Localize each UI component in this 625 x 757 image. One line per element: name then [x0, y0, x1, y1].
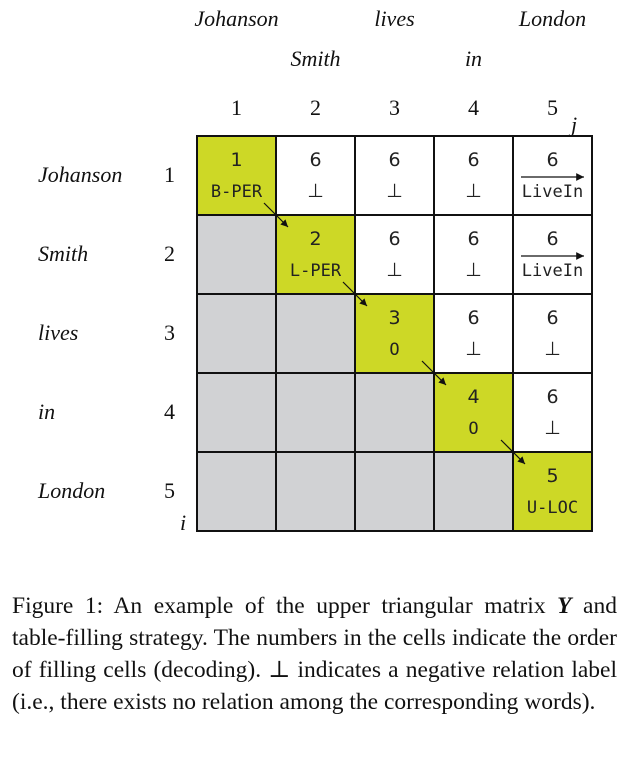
cell-label: ⊥ [544, 338, 561, 360]
column-index-3: 3 [389, 95, 400, 120]
row-index-3: 3 [164, 319, 175, 345]
cell-order: 6 [546, 386, 558, 408]
cell-4-4: 4O [433, 372, 514, 453]
column-index-2: 2 [310, 95, 321, 120]
cell-order: 4 [467, 386, 479, 408]
cell-label: ⊥ [386, 259, 403, 281]
cell-1-4: 6⊥ [433, 135, 514, 216]
figure-caption: Figure 1: An example of the upper triang… [12, 590, 617, 718]
cell-5-5: 5 U-LOC [512, 451, 593, 532]
cell-bg-2-5 [512, 214, 593, 295]
row-axis-label: i [180, 510, 187, 535]
column-word-5: London [518, 6, 587, 31]
column-index-4: 4 [468, 95, 479, 120]
row-word-3: lives [38, 319, 79, 345]
cell-label: B-PER [211, 182, 263, 202]
column-word-2: Smith [290, 46, 341, 71]
cell-order: 6 [388, 149, 400, 171]
column-word-3: lives [374, 6, 415, 31]
row-word-5: London [38, 477, 106, 503]
row-index-1: 1 [164, 161, 175, 187]
cell-order: 6 [546, 149, 558, 171]
cell-3-4: 6⊥ [433, 293, 514, 374]
cell-3-5: 6⊥ [512, 293, 593, 374]
cell-bg-1-2 [275, 135, 356, 216]
cell-bg-3-4 [433, 293, 514, 374]
cell-2-2: 2 L-PER [275, 214, 356, 295]
cell-label: ⊥ [544, 417, 561, 439]
row-word-4: in [38, 398, 56, 424]
cell-label: ⊥ [386, 180, 403, 202]
cell-1-5: 6 LiveIn [512, 135, 593, 216]
filling-order-arrow-4 [500, 439, 526, 465]
cell-order: 6 [546, 228, 558, 250]
cell-2-3: 6⊥ [354, 214, 435, 295]
filling-order-arrow-3 [421, 360, 447, 386]
cell-2-5: 6 LiveIn [512, 214, 593, 295]
lower-cell-5-1 [196, 451, 277, 532]
cell-label: ⊥ [465, 338, 482, 360]
lower-cell-5-3 [354, 451, 435, 532]
lower-cell-5-4 [433, 451, 514, 532]
cell-bg-1-3 [354, 135, 435, 216]
column-word-4: in [464, 46, 483, 71]
cell-label: LiveIn [522, 182, 583, 202]
row-index-2: 2 [164, 240, 175, 266]
lower-cell-3-1 [196, 293, 277, 374]
cell-bg-5-5 [512, 451, 593, 532]
cell-bg-1-5 [512, 135, 593, 216]
cell-bg-1-4 [433, 135, 514, 216]
caption-rest: and table-filling strategy. The numbers … [12, 593, 617, 715]
lower-cell-4-2 [275, 372, 356, 453]
cell-order: 6 [546, 307, 558, 329]
cell-order: 6 [467, 228, 479, 250]
cell-1-1: 1 B-PER [196, 135, 277, 216]
column-axis-label: j [571, 112, 578, 137]
cell-1-3: 6⊥ [354, 135, 435, 216]
cell-1-2: 6⊥ [275, 135, 356, 216]
column-index-5: 5 [547, 95, 558, 120]
filling-order-arrow-1 [263, 202, 289, 228]
cell-label: ⊥ [307, 180, 324, 202]
cell-order: 6 [388, 228, 400, 250]
row-word-1: Johanson [38, 161, 123, 187]
row-word-2: Smith [38, 240, 89, 266]
lower-cell-2-1 [196, 214, 277, 295]
upper-triangular-matrix: 1B-PER6⊥6⊥6⊥6LiveIn2L-PER6⊥6⊥6LiveIn3O6⊥… [196, 135, 593, 532]
column-index-1: 1 [231, 95, 242, 120]
cell-4-5: 6⊥ [512, 372, 593, 453]
cell-bg-4-4 [433, 372, 514, 453]
cell-label: ⊥ [465, 259, 482, 281]
cell-order: 1 [230, 149, 242, 171]
cell-bg-3-5 [512, 293, 593, 374]
cell-bg-4-5 [512, 372, 593, 453]
cell-label: O [468, 419, 478, 439]
cell-order: 6 [467, 149, 479, 171]
row-index-5: 5 [164, 477, 175, 503]
filling-order-arrow-2 [342, 281, 368, 307]
lower-cell-3-2 [275, 293, 356, 374]
cell-order: 6 [309, 149, 321, 171]
cell-bg-2-2 [275, 214, 356, 295]
cell-label: LiveIn [522, 261, 583, 281]
cell-label: L-PER [290, 261, 342, 281]
lower-cell-4-3 [354, 372, 435, 453]
cell-order: 6 [467, 307, 479, 329]
cell-label: ⊥ [465, 180, 482, 202]
caption-prefix: Figure 1: An example of the upper triang… [12, 593, 558, 619]
row-index-4: 4 [164, 398, 175, 424]
caption-matrix-symbol: Y [557, 593, 572, 619]
cell-2-4: 6⊥ [433, 214, 514, 295]
lower-cell-5-2 [275, 451, 356, 532]
cell-label: U-LOC [527, 498, 578, 518]
cell-bg-2-4 [433, 214, 514, 295]
cell-order: 5 [546, 465, 558, 487]
cell-bg-2-3 [354, 214, 435, 295]
cell-order: 2 [309, 228, 321, 250]
cell-order: 3 [388, 307, 400, 329]
cell-label: O [389, 340, 399, 360]
column-word-1: Johanson [194, 6, 279, 31]
lower-cell-4-1 [196, 372, 277, 453]
